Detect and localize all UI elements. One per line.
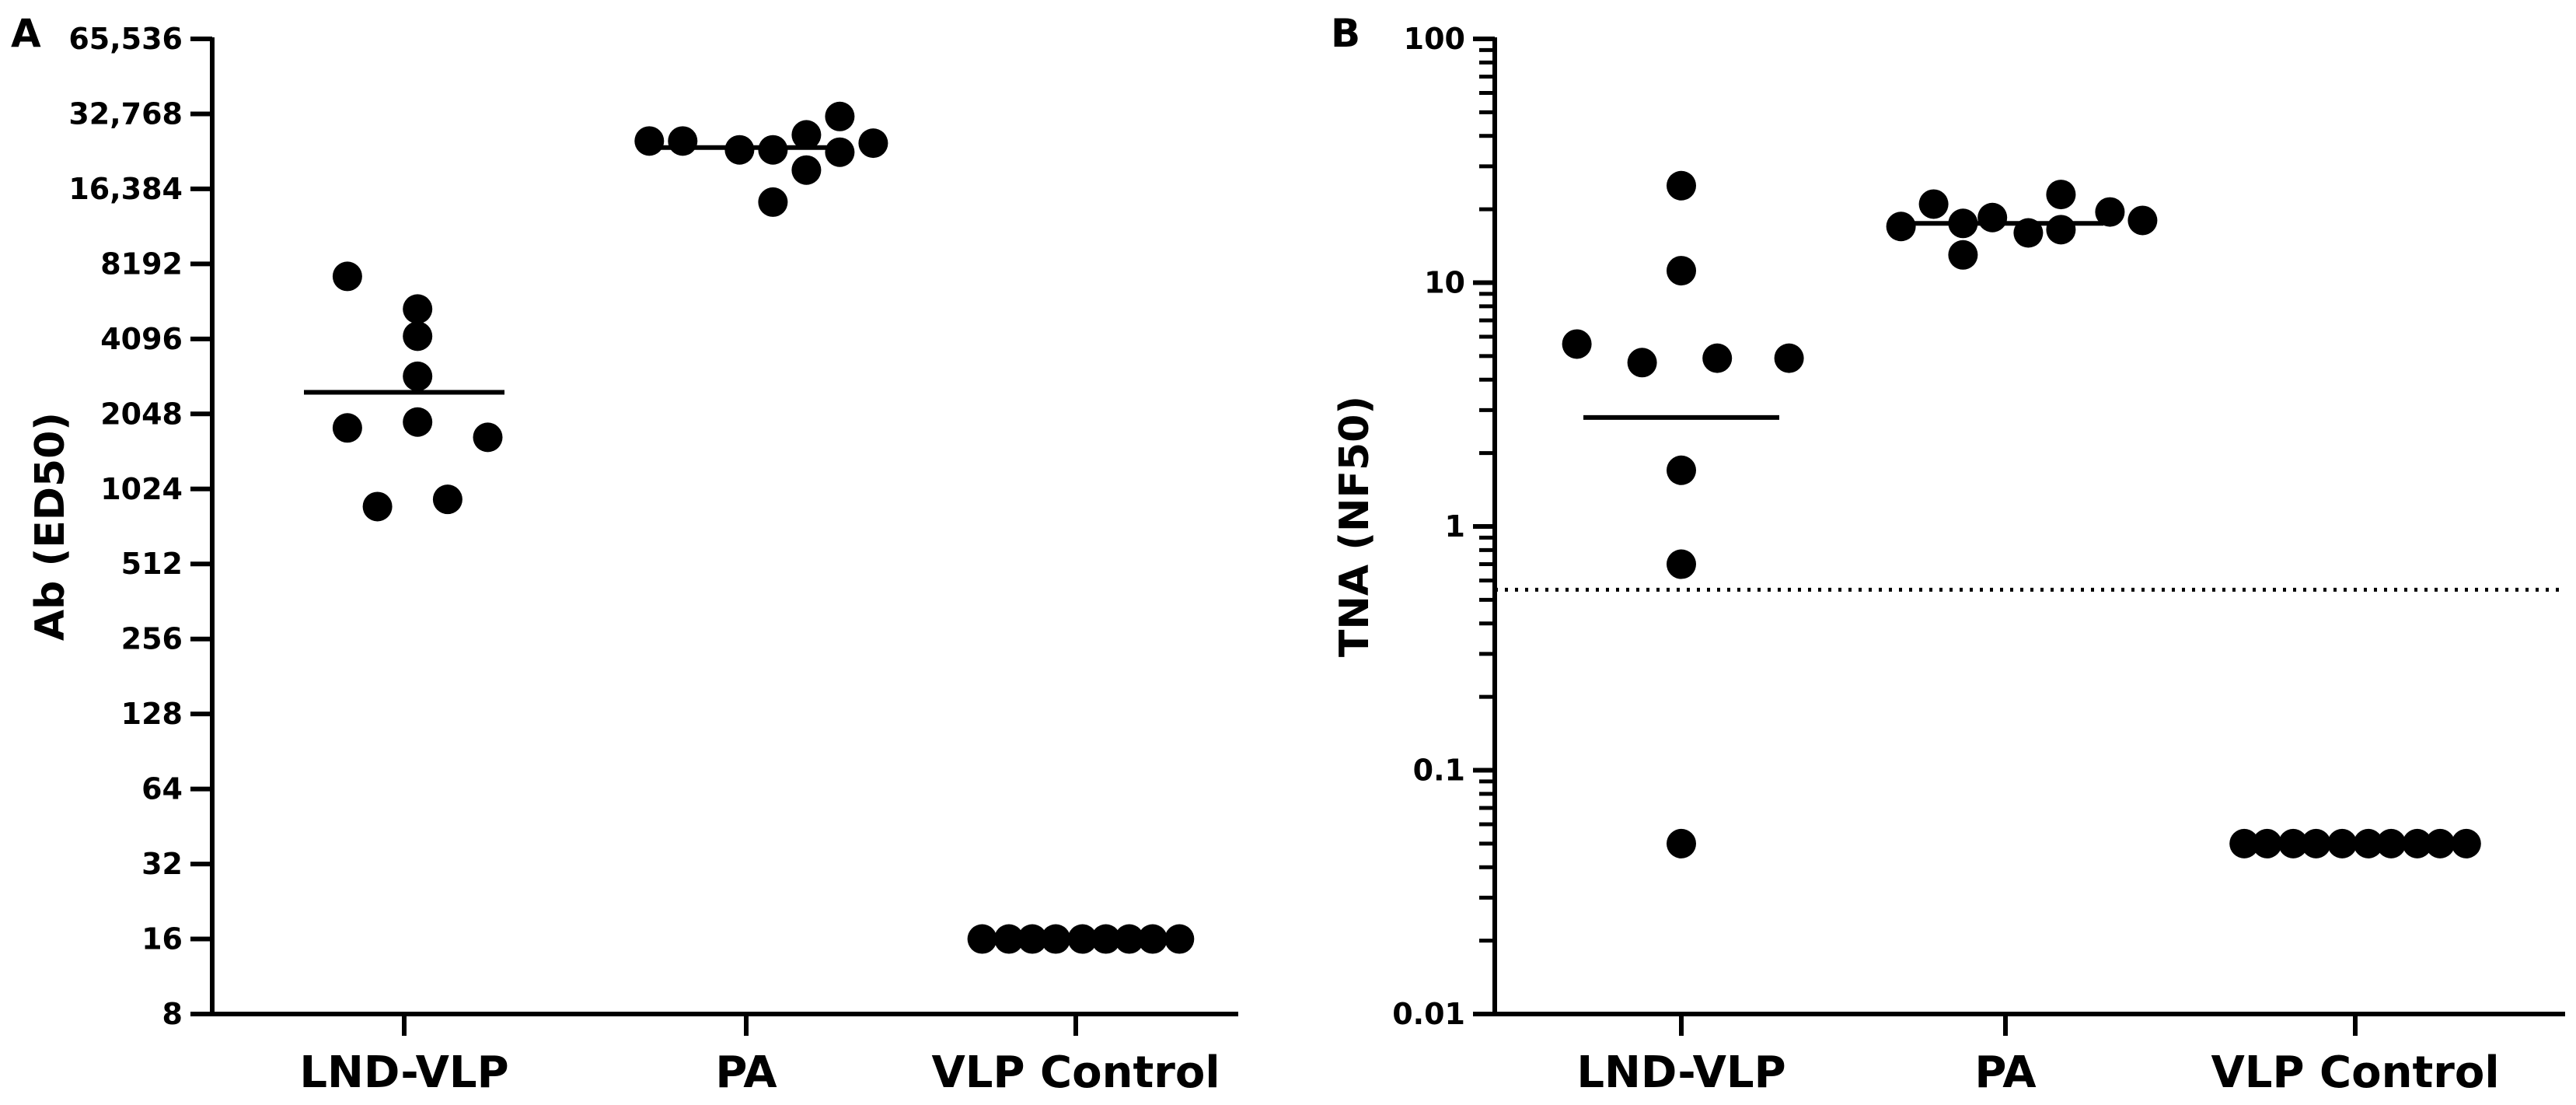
data-point: [1702, 343, 1733, 373]
data-point: [473, 422, 503, 453]
x-tick-label: VLP Control: [2211, 1047, 2499, 1098]
data-point: [403, 361, 433, 391]
data-point: [1977, 202, 2008, 233]
data-point: [2046, 215, 2076, 245]
y-axis-title: TNA (NF50): [1332, 396, 1378, 657]
data-point: [668, 126, 698, 156]
data-point: [825, 137, 855, 167]
y-tick-label: 1: [1445, 509, 1465, 544]
y-tick-label: 2048: [100, 397, 183, 431]
y-tick-label: 32: [141, 847, 183, 881]
data-point: [1164, 924, 1195, 954]
data-point: [1918, 189, 1949, 219]
y-tick-label: 65,536: [68, 22, 183, 56]
y-tick-label: 256: [121, 622, 183, 656]
data-point: [2127, 205, 2158, 236]
y-tick-label: 32,768: [68, 96, 183, 131]
y-axis-title: Ab (ED50): [27, 412, 74, 641]
data-point: [1667, 828, 1696, 858]
data-point: [1627, 348, 1657, 378]
data-point: [332, 413, 362, 443]
y-tick-label: 10: [1424, 266, 1465, 300]
data-point: [403, 407, 433, 437]
data-point: [825, 101, 855, 131]
x-tick-label: PA: [1974, 1047, 2037, 1098]
data-point: [1667, 455, 1696, 485]
y-tick-label: 512: [121, 547, 183, 581]
data-point: [2046, 180, 2076, 210]
panel-letter: A: [11, 11, 41, 56]
data-point: [2451, 828, 2481, 858]
x-tick-label: PA: [715, 1047, 777, 1098]
y-tick-label: 0.01: [1392, 997, 1465, 1031]
data-point: [1774, 343, 1804, 373]
data-point: [403, 294, 433, 324]
x-tick-label: LND-VLP: [1576, 1047, 1785, 1098]
panel-a: A 8 16 32 64 128 256 512 1024 2048 4096 8192 16,384 3…: [11, 11, 1238, 1098]
data-point: [362, 491, 393, 522]
data-point: [403, 321, 433, 351]
y-tick-label: 8: [162, 997, 183, 1031]
data-point: [1667, 170, 1696, 201]
data-point: [1667, 549, 1696, 579]
data-point: [634, 126, 665, 156]
y-tick-label: 100: [1404, 22, 1465, 56]
data-point: [1886, 212, 1916, 242]
data-point: [1667, 256, 1696, 286]
y-tick-label: 64: [141, 772, 183, 806]
y-tick-label: 128: [121, 697, 183, 731]
x-tick-label: LND-VLP: [299, 1047, 508, 1098]
y-tick-label: 0.1: [1413, 754, 1465, 788]
y-tick-label: 4096: [100, 322, 183, 356]
data-point: [2095, 197, 2125, 227]
data-point: [1562, 329, 1592, 359]
y-tick-label: 16,384: [68, 172, 183, 206]
data-point: [791, 155, 822, 185]
data-point: [858, 128, 888, 159]
panel-b: B 0.01 0.1 1 10 100 TNA (NF50) LND-VLP PA VLP Con…: [1331, 11, 2565, 1098]
data-point: [1948, 240, 1978, 270]
y-tick-label: 1024: [100, 472, 183, 506]
data-point: [2229, 828, 2260, 858]
data-point: [791, 120, 822, 150]
panel-letter: B: [1331, 11, 1360, 56]
y-tick-label: 8192: [100, 247, 183, 281]
x-tick-label: VLP Control: [931, 1047, 1220, 1098]
data-point: [758, 187, 788, 217]
data-point: [432, 484, 462, 515]
y-tick-label: 16: [141, 922, 183, 956]
data-point: [332, 261, 362, 292]
